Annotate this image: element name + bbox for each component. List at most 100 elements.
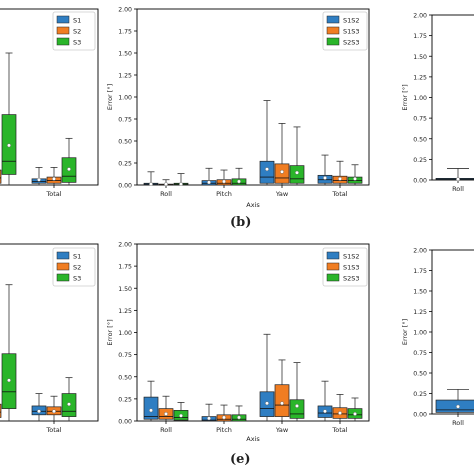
- legend-swatch: [326, 251, 340, 260]
- y-tick-label: 2.00: [413, 13, 427, 20]
- mean-marker: [295, 404, 299, 408]
- legend-label: S2S3: [343, 275, 360, 283]
- y-tick-label: 1.25: [413, 309, 427, 316]
- legend-swatch: [326, 15, 340, 24]
- mean-marker: [37, 177, 41, 182]
- y-tick-label: 2.00: [118, 7, 132, 14]
- mean-marker: [207, 180, 211, 185]
- legend-label: S1S2: [343, 17, 360, 25]
- panel-0: wTotalS1S2S3: [0, 8, 99, 198]
- mean-marker: [323, 409, 327, 414]
- box-S1S3: [274, 384, 290, 417]
- y-tick-label: 0.50: [413, 371, 427, 378]
- legend-label: S1S3: [343, 28, 360, 36]
- x-axis-label: Axis: [246, 201, 260, 209]
- y-tick-label: 1.75: [118, 29, 132, 36]
- y-tick-label: 1.75: [118, 264, 132, 271]
- legend-swatch: [56, 251, 70, 260]
- y-tick-label: 0.50: [118, 139, 132, 146]
- mean-marker: [237, 179, 241, 184]
- mean-marker: [179, 182, 183, 187]
- y-tick-label: 1.00: [413, 95, 427, 102]
- y-tick-label: 2.00: [118, 242, 132, 249]
- mean-marker: [353, 176, 357, 181]
- legend-label: S2: [73, 28, 81, 36]
- legend-label: S1S2: [343, 253, 360, 261]
- panel-3: wTotalS1S2S3: [0, 243, 99, 434]
- x-tick-label: Pitch: [216, 190, 232, 198]
- mean-marker: [7, 378, 11, 383]
- x-tick-label: Pitch: [216, 426, 232, 434]
- y-tick-label: 0.75: [413, 116, 427, 123]
- y-tick-label: 0.00: [413, 178, 427, 185]
- x-tick-label: Roll: [452, 185, 464, 193]
- mean-marker: [338, 176, 342, 181]
- y-tick-label: 1.00: [413, 330, 427, 337]
- y-axis-label: Error [°]: [401, 84, 409, 110]
- legend-swatch: [56, 15, 70, 24]
- mean-marker: [456, 177, 460, 182]
- panel-2: 0.00 0.25 0.50 0.75 1.00 1.25 1.50 1.75 2.00 Erro…: [401, 13, 474, 193]
- y-tick-label: 1.50: [413, 54, 427, 61]
- panel-4: 0.00 0.25 0.50 0.75 1.00 1.25 1.50 1.75 2.00 Erro…: [106, 242, 370, 443]
- mean-marker: [37, 409, 41, 414]
- mean-marker: [149, 182, 153, 187]
- y-tick-label: 0.50: [118, 374, 132, 381]
- y-tick-label: 0.25: [413, 157, 427, 164]
- mean-marker: [52, 409, 56, 414]
- legend-label: S2S3: [343, 39, 360, 47]
- legend-label: S1: [73, 17, 81, 25]
- mean-marker: [338, 411, 342, 415]
- mean-marker: [164, 412, 168, 416]
- y-tick-label: 0.25: [413, 391, 427, 398]
- legend-label: S3: [73, 275, 81, 283]
- x-tick-label: Yaw: [275, 190, 289, 198]
- legend-swatch: [326, 37, 340, 46]
- legend-swatch: [56, 26, 70, 35]
- y-tick-label: 1.25: [413, 74, 427, 81]
- mean-marker: [222, 179, 226, 184]
- x-axis-label: Axis: [246, 435, 260, 443]
- y-tick-label: 1.75: [413, 33, 427, 40]
- legend-swatch: [56, 273, 70, 282]
- panel-1: 0.00 0.25 0.50 0.75 1.00 1.25 1.50 1.75 2.00 Erro…: [106, 7, 370, 209]
- y-tick-label: 1.00: [118, 95, 132, 102]
- box-S1S2: [143, 396, 159, 420]
- x-tick-label: Roll: [452, 419, 464, 427]
- x-tick-label: Total: [45, 190, 61, 198]
- mean-marker: [207, 416, 211, 421]
- x-tick-label: Total: [45, 426, 61, 434]
- mean-marker: [179, 413, 183, 418]
- legend-label: S3: [73, 39, 81, 47]
- box-S2S3: [289, 399, 305, 419]
- y-tick-label: 0.25: [118, 396, 132, 403]
- legend-swatch: [56, 262, 70, 271]
- mean-marker: [265, 167, 269, 172]
- mean-marker: [265, 401, 269, 406]
- y-tick-label: 1.25: [118, 73, 132, 80]
- x-tick-label: Roll: [160, 426, 172, 434]
- mean-marker: [456, 404, 460, 409]
- x-tick-label: Yaw: [275, 426, 289, 434]
- panel-5: 0.00 0.25 0.50 0.75 1.00 1.25 1.50 1.75 2.00 Erro…: [401, 248, 474, 427]
- legend-label: S1S3: [343, 264, 360, 272]
- x-tick-label: Total: [331, 426, 347, 434]
- y-tick-label: 0.75: [413, 350, 427, 357]
- box-first: [435, 399, 474, 413]
- mean-marker: [149, 408, 153, 413]
- mean-marker: [67, 167, 71, 172]
- y-tick-label: 1.75: [413, 268, 427, 275]
- x-tick-label: Roll: [160, 190, 172, 198]
- y-tick-label: 0.25: [118, 161, 132, 168]
- y-tick-label: 1.25: [118, 308, 132, 315]
- legend-swatch: [326, 26, 340, 35]
- y-tick-label: 1.50: [118, 51, 132, 58]
- plot-frame: [431, 14, 474, 181]
- mean-marker: [222, 415, 226, 420]
- legend-swatch: [326, 262, 340, 271]
- y-tick-label: 1.50: [118, 286, 132, 293]
- y-tick-label: 0.00: [118, 183, 132, 190]
- y-axis-label: Error [°]: [106, 84, 114, 110]
- mean-marker: [237, 415, 241, 420]
- box-S1S2: [259, 160, 275, 184]
